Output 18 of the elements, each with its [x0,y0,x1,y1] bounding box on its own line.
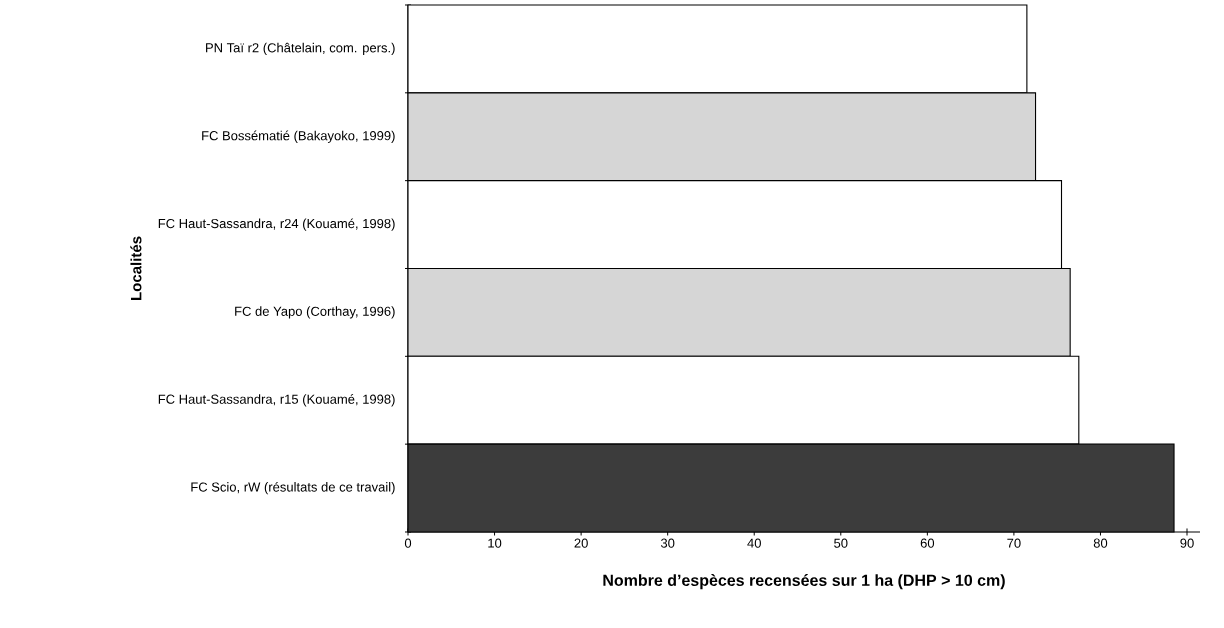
y-tick-label: FC Haut-Sassandra, r15 (Kouamé, 1998) [158,394,395,407]
x-tick-label: 30 [660,538,675,548]
y-tick-label: FC Haut-Sassandra, r24 (Kouamé, 1998) [158,218,395,231]
x-tick-label: 70 [1007,538,1021,548]
y-axis-title: Localités [130,236,142,300]
x-tick-label: 60 [920,538,935,548]
y-tick-label: FC Scio, rW (résultats de ce travail) [191,481,395,495]
y-tick-label: FC de Yapo (Corthay, 1996) [235,306,395,319]
x-tick-label: 50 [834,538,848,548]
x-tick-label: 20 [574,538,588,548]
x-tick-label: 40 [747,538,761,548]
y-tick-label: PN Taï r2 (Châtelain, com. pers.) [206,42,395,55]
x-tick-label: 10 [488,538,502,548]
x-tick-label: 80 [1093,538,1108,548]
y-tick-label: FC Bossématié (Bakayoko, 1999) [202,130,395,143]
x-tick-label: 90 [1180,538,1194,548]
x-axis-title: Nombre d’espèces recensées sur 1 ha (DHP > 10 cm) [603,574,1005,590]
x-tick-label: 0 [404,538,412,548]
